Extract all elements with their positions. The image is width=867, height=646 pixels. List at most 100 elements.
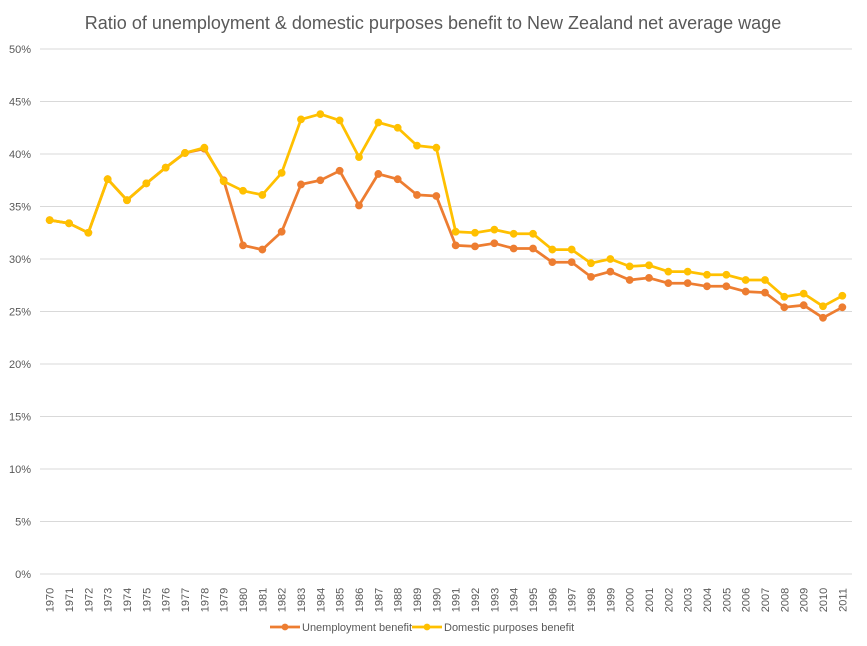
- x-tick-label: 1987: [373, 588, 385, 612]
- x-tick-label: 1979: [219, 588, 231, 612]
- data-point: [239, 241, 247, 250]
- data-point: [103, 175, 112, 184]
- data-point: [819, 313, 827, 322]
- data-point: [838, 303, 847, 312]
- data-point: [84, 228, 93, 237]
- data-point: [587, 272, 595, 281]
- data-point: [722, 282, 731, 291]
- x-tick-label: 2001: [644, 588, 656, 612]
- data-point: [838, 291, 847, 300]
- data-point: [277, 227, 286, 236]
- data-point: [741, 287, 750, 296]
- data-point: [277, 169, 286, 177]
- data-point: [509, 244, 518, 253]
- data-point: [625, 262, 634, 271]
- data-point: [741, 276, 750, 284]
- legend-label: Unemployment benefit: [302, 622, 412, 634]
- data-point: [181, 149, 189, 157]
- data-point: [65, 219, 73, 228]
- y-axis-ticks: 0% 5% 10% 15% 20% 25% 30% 35% 40% 45% 50%: [9, 44, 31, 581]
- data-point: [316, 110, 325, 118]
- x-tick-label: 1973: [103, 588, 115, 612]
- data-point: [297, 180, 305, 189]
- data-point: [703, 282, 711, 291]
- x-tick-label: 2004: [702, 588, 714, 612]
- data-point: [413, 191, 421, 199]
- data-point: [393, 123, 402, 132]
- legend-marker: [281, 623, 289, 631]
- data-point: [645, 274, 653, 282]
- x-tick-label: 1996: [547, 588, 559, 612]
- y-tick-label: 5%: [15, 517, 31, 529]
- x-tick-label: 2000: [625, 588, 637, 612]
- data-point: [374, 118, 383, 127]
- y-tick-label: 0%: [15, 569, 31, 581]
- data-point: [567, 245, 576, 254]
- data-point: [587, 259, 595, 268]
- data-point: [509, 229, 518, 238]
- x-tick-label: 1989: [412, 588, 424, 612]
- x-tick-label: 2011: [837, 588, 849, 612]
- x-tick-label: 1972: [83, 588, 95, 612]
- y-tick-label: 30%: [9, 254, 31, 266]
- y-tick-label: 25%: [9, 307, 31, 319]
- data-point: [142, 179, 151, 188]
- x-tick-label: 1974: [122, 588, 134, 612]
- x-tick-label: 1981: [257, 588, 269, 612]
- data-point: [355, 201, 363, 210]
- data-point: [432, 143, 441, 152]
- x-tick-label: 1988: [393, 588, 405, 612]
- x-tick-label: 1985: [335, 588, 347, 612]
- data-point: [645, 261, 653, 270]
- y-tick-label: 10%: [9, 464, 31, 476]
- data-point: [548, 258, 557, 267]
- data-point: [799, 289, 808, 298]
- x-tick-label: 1993: [489, 588, 501, 612]
- x-tick-label: 1982: [277, 588, 289, 612]
- data-point: [780, 303, 789, 312]
- x-tick-label: 1991: [451, 588, 463, 612]
- x-tick-label: 1970: [45, 588, 57, 612]
- data-point: [722, 270, 731, 279]
- x-tick-label: 1990: [431, 588, 443, 612]
- x-tick-label: 1976: [161, 588, 173, 612]
- x-tick-label: 1997: [567, 588, 579, 612]
- data-point: [219, 177, 228, 186]
- data-point: [567, 258, 576, 267]
- data-point: [239, 186, 247, 195]
- data-point: [799, 301, 808, 310]
- x-tick-label: 1978: [199, 588, 211, 612]
- x-tick-label: 1971: [64, 588, 76, 612]
- legend-marker: [423, 623, 431, 631]
- legend: Unemployment benefit Domestic purposes be…: [270, 622, 574, 634]
- data-point: [335, 166, 344, 175]
- data-point: [548, 245, 557, 254]
- data-point: [471, 242, 479, 251]
- data-point: [393, 175, 402, 184]
- data-point: [161, 163, 170, 172]
- data-point: [703, 270, 711, 279]
- y-tick-label: 15%: [9, 412, 31, 424]
- data-point: [45, 216, 54, 225]
- x-tick-label: 2010: [818, 588, 830, 612]
- series-layer: [45, 110, 847, 322]
- data-point: [123, 196, 131, 205]
- x-tick-label: 1983: [296, 588, 308, 612]
- data-point: [819, 302, 827, 311]
- x-tick-label: 2007: [760, 588, 772, 612]
- data-point: [625, 276, 634, 284]
- x-axis-ticks: 1970 1971 1972 1973 1974 1975 1976 1977 1978 1979…: [45, 588, 850, 612]
- x-tick-label: 1986: [354, 588, 366, 612]
- legend-label: Domestic purposes benefit: [444, 622, 574, 634]
- x-tick-label: 1999: [605, 588, 617, 612]
- data-point: [664, 279, 673, 288]
- x-tick-label: 1995: [528, 588, 540, 612]
- data-point: [316, 176, 325, 185]
- y-tick-label: 45%: [9, 97, 31, 109]
- data-point: [471, 228, 479, 237]
- data-point: [761, 288, 769, 297]
- data-point: [761, 276, 769, 284]
- data-point: [297, 115, 305, 124]
